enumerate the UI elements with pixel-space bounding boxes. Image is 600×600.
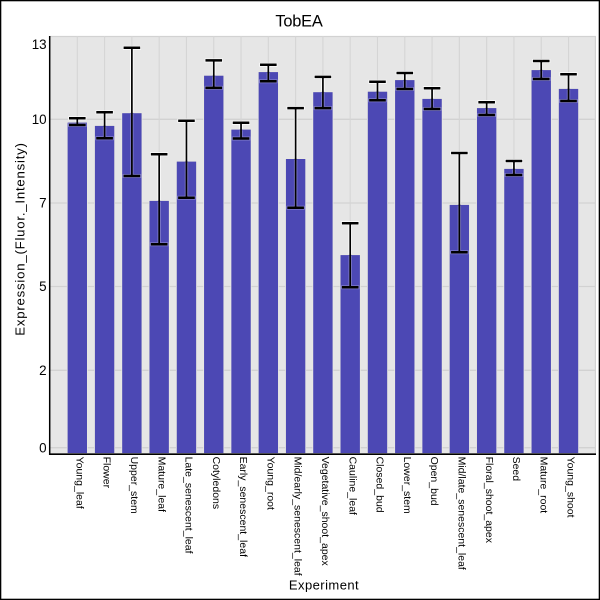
svg-text:Young_root: Young_root xyxy=(264,457,276,510)
svg-text:Floral_shoot_apex: Floral_shoot_apex xyxy=(483,457,495,544)
svg-text:Seed: Seed xyxy=(510,457,522,482)
svg-text:Cauline_leaf: Cauline_leaf xyxy=(346,457,358,515)
svg-text:Cotyledons: Cotyledons xyxy=(210,457,222,510)
svg-text:Mature_leaf: Mature_leaf xyxy=(155,457,167,513)
svg-text:7: 7 xyxy=(39,196,46,211)
svg-text:2: 2 xyxy=(39,363,46,378)
svg-text:TobEA: TobEA xyxy=(275,13,323,31)
svg-text:Early_senescent_leaf: Early_senescent_leaf xyxy=(237,457,249,557)
svg-text:Lower_stem: Lower_stem xyxy=(401,457,413,514)
svg-text:Upper_stem: Upper_stem xyxy=(128,457,140,514)
svg-text:13: 13 xyxy=(32,37,47,52)
svg-text:Mid/early_senescent_leaf: Mid/early_senescent_leaf xyxy=(292,457,304,576)
svg-text:Mature_root: Mature_root xyxy=(537,457,549,514)
svg-text:Late_senescent_leaf: Late_senescent_leaf xyxy=(183,457,195,554)
svg-text:Open_bud: Open_bud xyxy=(428,457,440,506)
svg-text:10: 10 xyxy=(32,112,47,127)
svg-text:Flower: Flower xyxy=(101,457,113,489)
svg-text:Expression_(Fluor._Intensity): Expression_(Fluor._Intensity) xyxy=(13,142,28,335)
svg-text:Mid/late_senescent_leaf: Mid/late_senescent_leaf xyxy=(455,457,467,570)
svg-text:Young_leaf: Young_leaf xyxy=(73,457,85,509)
svg-text:5: 5 xyxy=(39,279,46,294)
svg-text:Closed_bud: Closed_bud xyxy=(374,457,386,513)
svg-text:Young_shoot: Young_shoot xyxy=(565,457,577,518)
svg-text:0: 0 xyxy=(39,440,46,455)
svg-text:Vegetative_shoot_apex: Vegetative_shoot_apex xyxy=(319,457,331,567)
svg-text:Experiment: Experiment xyxy=(289,578,359,593)
